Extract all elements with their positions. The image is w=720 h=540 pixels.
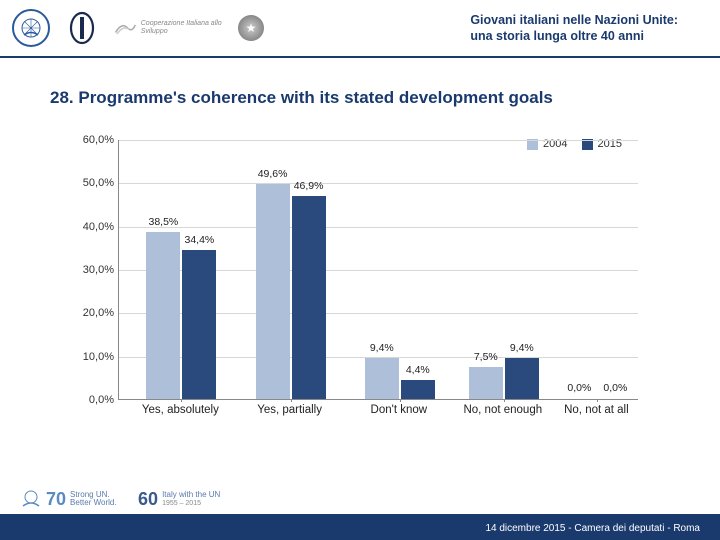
cooperazione-logo: Cooperazione Italiana allo Sviluppo bbox=[114, 12, 224, 44]
y-tick-label: 10,0% bbox=[60, 351, 114, 363]
chart-legend: 20042015 bbox=[521, 136, 628, 152]
logo60-years: 1955 – 2015 bbox=[162, 500, 220, 507]
bar-value-label: 49,6% bbox=[258, 168, 288, 180]
bar: 46,9% bbox=[292, 196, 326, 399]
bar-value-label: 0,0% bbox=[603, 382, 627, 394]
y-tick-label: 0,0% bbox=[60, 394, 114, 406]
chart: 0,0% 10,0% 20,0% 30,0% 40,0% 50,0% 60,0% 20042… bbox=[60, 130, 660, 450]
emblem-star-icon: ★ bbox=[238, 15, 264, 41]
camera-deputati-logo-icon bbox=[64, 10, 100, 46]
header-title: Giovani italiani nelle Nazioni Unite: un… bbox=[470, 12, 708, 45]
bar: 4,4% bbox=[401, 380, 435, 399]
x-tick bbox=[291, 399, 292, 402]
x-tick bbox=[181, 399, 182, 402]
header: Cooperazione Italiana allo Sviluppo ★ Gi… bbox=[0, 0, 720, 58]
gridline bbox=[119, 140, 638, 141]
logo60-text: Italy with the UN bbox=[162, 491, 220, 499]
y-tick-label: 50,0% bbox=[60, 177, 114, 189]
bar-value-label: 9,4% bbox=[370, 342, 394, 354]
bar: 9,4% bbox=[365, 358, 399, 399]
bar: 7,5% bbox=[469, 367, 503, 400]
footer-date-location: 14 dicembre 2015 - Camera dei deputati -… bbox=[485, 523, 700, 534]
chart-plot: 20042015 38,5%34,4%49,6%46,9%9,4%4,4%7,5… bbox=[118, 140, 638, 400]
gridline bbox=[119, 227, 638, 228]
x-category-label: No, not at all bbox=[564, 404, 629, 416]
logo70-text: Strong UN. Better World. bbox=[70, 491, 120, 508]
bar-value-label: 46,9% bbox=[294, 180, 324, 192]
bar-value-label: 9,4% bbox=[510, 342, 534, 354]
un-logo-icon bbox=[12, 9, 50, 47]
coop-text: Cooperazione Italiana allo Sviluppo bbox=[141, 20, 224, 35]
bar-value-label: 38,5% bbox=[149, 216, 179, 228]
footer-logo-70: 70 Strong UN. Better World. bbox=[20, 488, 120, 510]
bar: 38,5% bbox=[146, 232, 180, 399]
bar-value-label: 34,4% bbox=[185, 234, 215, 246]
bar: 0,0% bbox=[598, 398, 632, 399]
x-category-label: Yes, partially bbox=[257, 404, 322, 416]
slide-title: 28. Programme's coherence with its state… bbox=[0, 58, 720, 118]
x-category-label: Yes, absolutely bbox=[142, 404, 219, 416]
header-title-line1: Giovani italiani nelle Nazioni Unite: bbox=[470, 12, 678, 28]
gridline bbox=[119, 183, 638, 184]
logo70-num: 70 bbox=[46, 489, 66, 510]
header-title-line2: una storia lunga oltre 40 anni bbox=[470, 28, 678, 44]
footer-logos: 70 Strong UN. Better World. 60 Italy wit… bbox=[20, 488, 220, 510]
bar-group: 9,4%4,4% bbox=[365, 358, 435, 399]
bar-value-label: 7,5% bbox=[474, 351, 498, 363]
bar: 9,4% bbox=[505, 358, 539, 399]
x-tick bbox=[504, 399, 505, 402]
x-tick bbox=[400, 399, 401, 402]
x-category-label: No, not enough bbox=[463, 404, 542, 416]
logo60-num: 60 bbox=[138, 489, 158, 510]
bar: 0,0% bbox=[562, 398, 596, 399]
y-tick-label: 40,0% bbox=[60, 221, 114, 233]
bar-value-label: 4,4% bbox=[406, 364, 430, 376]
bar: 49,6% bbox=[256, 184, 290, 399]
y-tick-label: 60,0% bbox=[60, 134, 114, 146]
un70-wreath-icon bbox=[20, 488, 42, 510]
bar-value-label: 0,0% bbox=[567, 382, 591, 394]
bar-group: 49,6%46,9% bbox=[256, 184, 326, 399]
bar-group: 38,5%34,4% bbox=[146, 232, 216, 399]
x-tick bbox=[597, 399, 598, 402]
x-category-label: Don't know bbox=[371, 404, 428, 416]
footer-logo-60: 60 Italy with the UN 1955 – 2015 bbox=[138, 489, 220, 510]
y-tick-label: 30,0% bbox=[60, 264, 114, 276]
y-tick-label: 20,0% bbox=[60, 307, 114, 319]
bar: 34,4% bbox=[182, 250, 216, 399]
bar-group: 7,5%9,4% bbox=[469, 358, 539, 399]
